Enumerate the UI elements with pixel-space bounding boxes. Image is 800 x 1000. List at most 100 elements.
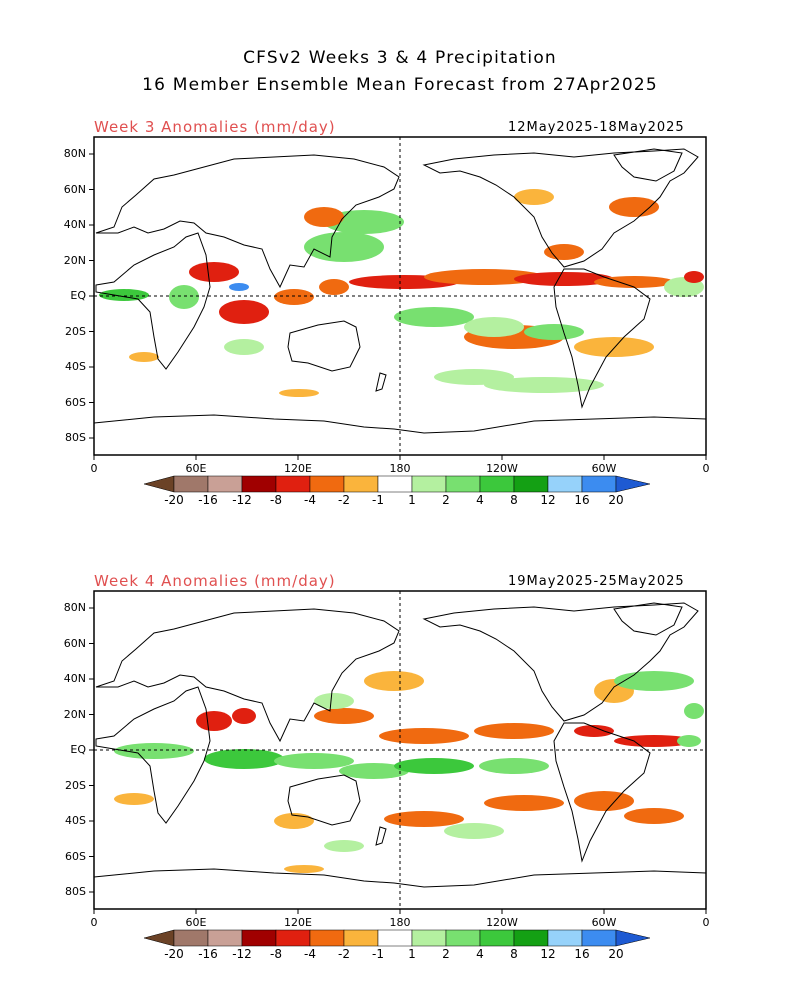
colorbar-segment [547,929,583,947]
anomaly-patch [339,763,409,779]
longitude-tick-label: 180 [389,462,411,475]
longitude-tick-label: 60W [591,916,617,929]
anomaly-patch [279,389,319,397]
colorbar-label: -16 [198,493,218,507]
anomaly-patch [684,703,704,719]
colorbar-label: 1 [408,947,416,961]
anomaly-patch [319,279,349,295]
anomaly-patch [574,791,634,811]
coastline [287,774,361,826]
colorbar-label: -12 [232,493,252,507]
chart-title-line1: CFSv2 Weeks 3 & 4 Precipitation [243,48,557,68]
anomaly-patch [474,723,554,739]
longitude-tick-label: 120E [284,916,312,929]
colorbar-segment [275,475,311,493]
anomaly-patch [464,317,524,337]
anomaly-patch [189,262,239,282]
coastline [95,232,211,370]
colorbar-label: -8 [270,493,282,507]
colorbar-segment [479,475,515,493]
anomaly-patch [394,307,474,327]
anomaly-patch [114,743,194,759]
colorbar-label: -8 [270,947,282,961]
colorbar-label: 8 [510,493,518,507]
coastline [93,868,707,888]
anomaly-patch [314,693,354,709]
longitude-tick-label: 60W [591,462,617,475]
coastline [553,268,651,409]
colorbar-segment [445,475,481,493]
anomaly-patch [204,749,284,769]
longitude-tick-label: 0 [702,916,710,929]
coastline [613,602,683,636]
coastline [93,414,707,434]
colorbar-label: 12 [540,493,556,507]
anomaly-patch [229,283,249,291]
anomaly-patch [384,811,464,827]
colorbar-label: 8 [510,947,518,961]
anomaly-patch [379,728,469,744]
coastline [95,608,400,743]
latitude-tick-label: 80S [65,885,86,898]
chart-title-line2: 16 Member Ensemble Mean Forecast from 27… [142,75,658,95]
anomaly-patch [324,840,364,852]
colorbar-label: -1 [372,947,384,961]
anomaly-patch [484,377,604,393]
week3-anomaly-map [89,136,707,460]
anomaly-patch [284,865,324,873]
colorbar-right-arrow [615,929,651,947]
coastline [95,154,400,289]
colorbar-label: -1 [372,493,384,507]
colorbar-left-arrow [143,475,175,493]
longitude-tick-label: 180 [389,916,411,929]
colorbar-segment [513,929,549,947]
coastline [422,602,699,722]
colorbar-label: 20 [608,493,624,507]
colorbar-segment [547,475,583,493]
anomaly-patch [219,300,269,324]
latitude-tick-label: EQ [70,743,86,756]
colorbar-segment [479,929,515,947]
colorbar-label: 4 [476,493,484,507]
coastline [613,148,683,182]
colorbar-label: -20 [164,493,184,507]
anomaly-patch [484,795,564,811]
colorbar-right-arrow [615,475,651,493]
anomaly-patch [514,189,554,205]
latitude-tick-label: 40S [65,814,86,827]
anomaly-patch [424,269,544,285]
latitude-tick-label: 60S [65,849,86,863]
colorbar-segment [241,475,277,493]
anomaly-patch [614,671,694,691]
anomaly-patch [514,272,614,286]
longitude-tick-label: 0 [90,462,98,475]
colorbar-segment [411,929,447,947]
week4-anomaly-map [89,590,707,914]
colorbar-segment [445,929,481,947]
week4-colorbar [143,929,651,947]
anomaly-patch [196,711,232,731]
anomaly-patch [129,352,159,362]
anomaly-patch [232,708,256,724]
colorbar-segment [513,475,549,493]
anomaly-patch [677,735,701,747]
anomaly-patch [394,758,474,774]
colorbar-segment [343,475,379,493]
anomaly-patch [304,207,344,227]
anomaly-patch [274,753,354,769]
longitude-tick-label: 0 [702,462,710,475]
colorbar-label: 2 [442,947,450,961]
coastline [553,722,651,863]
colorbar-segment [275,929,311,947]
anomaly-patch [364,671,424,691]
latitude-tick-label: 40S [65,360,86,373]
colorbar-segment [309,475,345,493]
longitude-tick-label: 60E [185,916,207,929]
anomaly-patch [274,289,314,305]
colorbar-segment [241,929,277,947]
latitude-tick-label: 40N [63,672,86,685]
anomaly-patch [524,324,584,340]
anomaly-patch [99,289,149,301]
coastline [95,686,211,824]
anomaly-patch [624,808,684,824]
